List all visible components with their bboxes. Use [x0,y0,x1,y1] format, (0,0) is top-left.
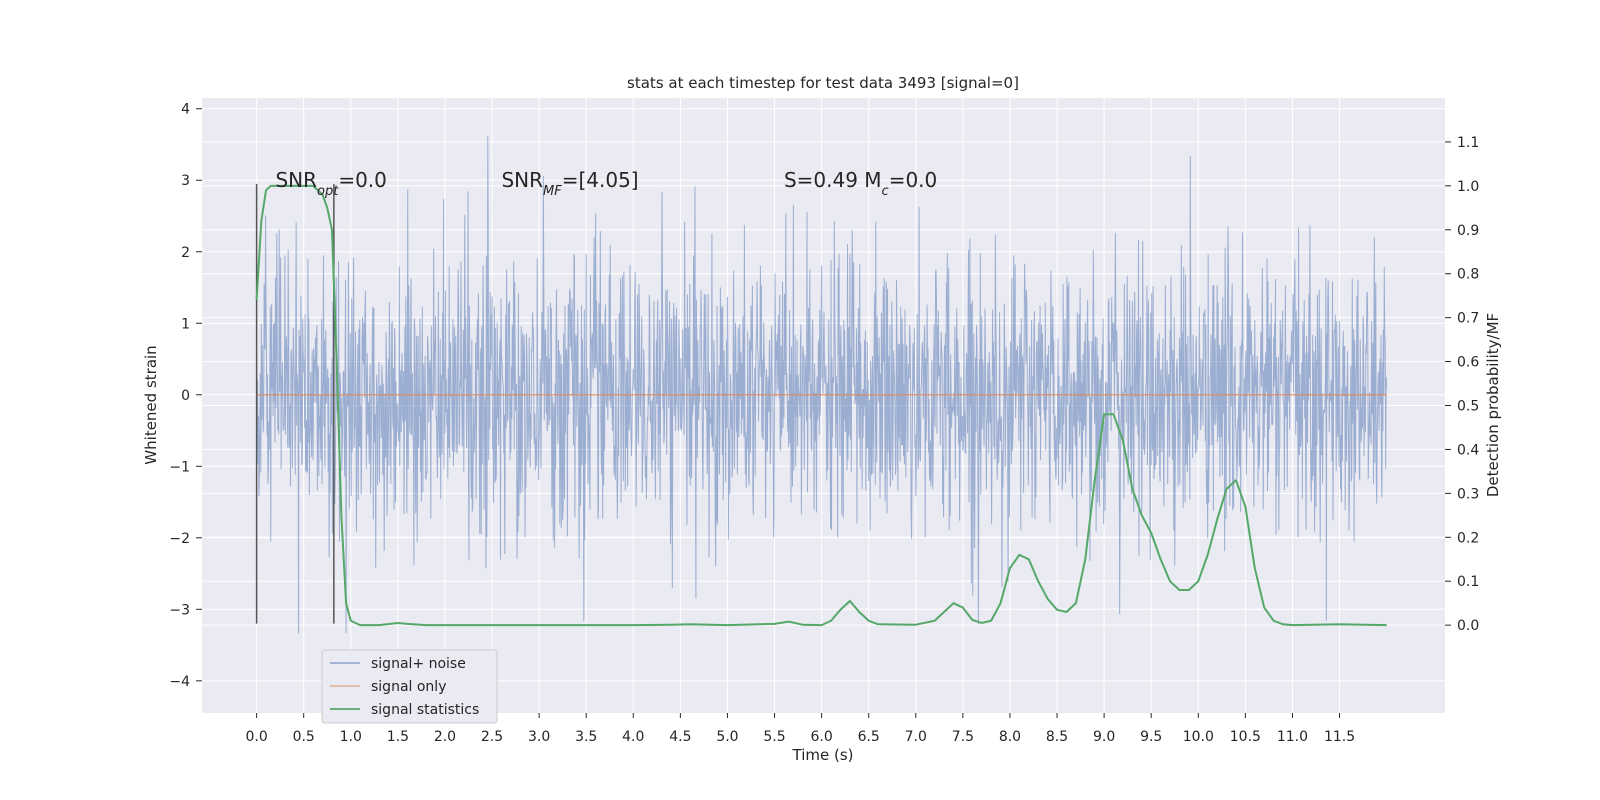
x-tick-label-17: 8.5 [1046,729,1068,745]
grid [202,98,1445,713]
x-tick-label-19: 9.5 [1140,729,1162,745]
x-tick-label-2: 1.0 [340,729,362,745]
x-tick-label-3: 1.5 [387,729,409,745]
x-tick-label-13: 6.5 [858,729,880,745]
x-tick-label-5: 2.5 [481,729,503,745]
y-right-tick-label-1: 0.1 [1457,574,1479,590]
y-right-axis-ticks: 0.0 0.1 0.2 0.3 0.4 0.5 0.6 0.7 0.8 0.9 1.0 1.1 [1445,135,1479,634]
y-left-tick-label-7: 3 [181,173,190,189]
x-tick-label-21: 10.5 [1230,729,1261,745]
chart-title: stats at each timestep for test data 349… [627,74,1019,92]
y-right-tick-label-2: 0.2 [1457,530,1479,546]
signal-statistics-line [255,184,1387,627]
x-tick-label-4: 2.0 [434,729,456,745]
annotation-2-part-1: c [882,184,889,199]
x-tick-label-9: 4.5 [669,729,691,745]
annotation-1-part-0: SNR [501,168,543,192]
annotation-1: SNRMF=[4.05] [501,168,638,199]
y-right-tick-label-4: 0.4 [1457,442,1479,458]
annotation-0-part-1: opt [317,184,339,199]
x-tick-label-18: 9.0 [1093,729,1115,745]
x-tick-label-1: 0.5 [293,729,315,745]
x-axis-label: Time (s) [792,746,854,764]
annotations: SNRopt=0.0 SNRMF=[4.05] S=0.49 Mc=0.0 [275,168,937,199]
y-left-tick-label-8: 4 [181,102,190,118]
legend-label-signal-statistics: signal statistics [371,702,479,718]
legend-label-signal-noise: signal+ noise [371,656,466,672]
y-left-tick-label-6: 2 [181,245,190,261]
annotation-0-part-0: SNR [275,168,317,192]
y-left-tick-label-3: −1 [169,459,190,475]
legend: signal+ noise signal only signal statist… [321,649,498,724]
y-left-tick-label-4: 0 [181,388,190,404]
x-tick-label-15: 7.5 [952,729,974,745]
annotation-1-part-1: MF [543,184,562,199]
x-tick-label-6: 3.0 [528,729,550,745]
x-tick-label-0: 0.0 [245,729,267,745]
legend-label-signal-only: signal only [371,679,446,695]
legend-box [321,649,498,724]
y-right-axis-label: Detection probability/MF [1484,313,1502,497]
y-right-tick-label-10: 1.0 [1457,179,1479,195]
annotation-1-part-2: =[4.05] [562,168,639,192]
x-axis-ticks: 0.0 0.5 1.0 1.5 2.0 2.5 3.0 3.5 4.0 4.5 5.0 5.5 6.0 6… [245,713,1355,745]
y-right-tick-label-3: 0.3 [1457,486,1479,502]
signal-noise-series [256,136,1388,634]
y-right-tick-label-0: 0.0 [1457,618,1479,634]
annotation-0-part-2: =0.0 [338,168,387,192]
x-tick-label-11: 5.5 [763,729,785,745]
y-right-tick-label-8: 0.8 [1457,267,1479,283]
y-right-tick-label-5: 0.5 [1457,399,1479,415]
signal-statistics-series [255,184,1387,627]
x-tick-label-23: 11.5 [1324,729,1355,745]
signal-noise-line [256,136,1388,634]
y-right-tick-label-9: 0.9 [1457,223,1479,239]
y-left-tick-label-2: −2 [169,531,190,547]
annotation-2-part-0: S=0.49 M [784,168,882,192]
y-right-tick-label-7: 0.7 [1457,311,1479,327]
annotation-0: SNRopt=0.0 [275,168,386,199]
y-right-tick-label-6: 0.6 [1457,355,1479,371]
x-tick-label-20: 10.0 [1183,729,1214,745]
x-tick-label-14: 7.0 [905,729,927,745]
x-tick-label-12: 6.0 [810,729,832,745]
x-tick-label-10: 5.0 [716,729,738,745]
y-left-axis-ticks: −4 −3 −2 −1 0 1 2 3 4 [169,102,202,690]
x-tick-label-8: 4.0 [622,729,644,745]
annotation-2-part-2: =0.0 [889,168,938,192]
y-right-tick-label-11: 1.1 [1457,135,1479,151]
x-tick-label-22: 11.0 [1277,729,1308,745]
annotation-2: S=0.49 Mc=0.0 [784,168,937,199]
y-left-axis-label: Whitened strain [142,345,160,464]
x-tick-label-7: 3.5 [575,729,597,745]
y-left-tick-label-5: 1 [181,316,190,332]
y-left-tick-label-0: −4 [169,674,190,690]
x-tick-label-16: 8.0 [999,729,1021,745]
y-left-tick-label-1: −3 [169,602,190,618]
